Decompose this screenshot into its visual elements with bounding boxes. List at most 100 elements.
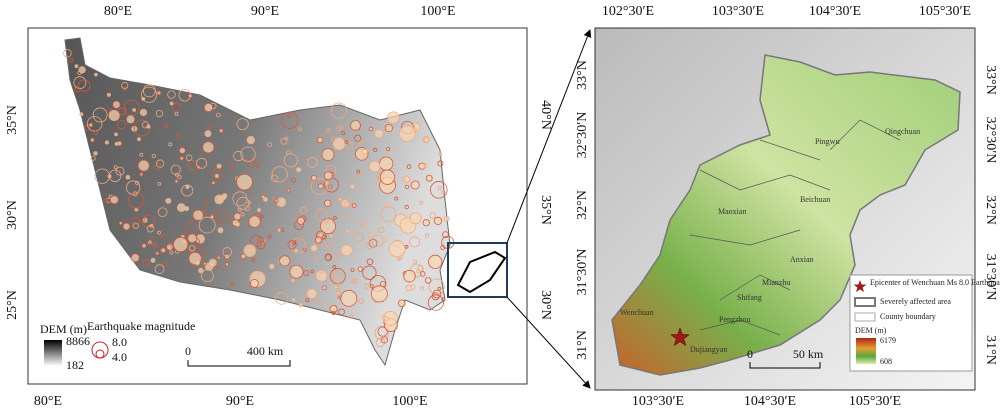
dem-min: 182: [66, 358, 84, 372]
place: Pengzhou: [719, 315, 751, 324]
earthquake: [249, 279, 259, 288]
earthquake: [106, 92, 111, 97]
earthquake: [375, 337, 386, 348]
earthquake: [92, 107, 108, 123]
earthquake: [375, 175, 380, 180]
earthquake: [368, 160, 381, 173]
affected-area: [611, 54, 961, 376]
earthquake: [104, 140, 109, 145]
earthquake: [384, 123, 393, 133]
lat-label: 31°30′N: [983, 254, 998, 301]
earthquake: [373, 147, 378, 152]
earthquake: [331, 310, 336, 315]
earthquake: [114, 132, 118, 137]
earthquake: [433, 216, 443, 225]
earthquake: [299, 206, 307, 214]
lon-label: 105°30′E: [919, 4, 971, 19]
earthquake: [322, 285, 327, 291]
earthquake: [263, 196, 268, 202]
earthquake: [122, 86, 127, 91]
earthquakes: [63, 49, 455, 348]
arrow: [506, 296, 591, 389]
earthquake: [185, 154, 193, 162]
lat-label: 31°N: [983, 335, 998, 365]
earthquake: [174, 172, 179, 177]
earthquake: [315, 298, 322, 304]
earthquake: [215, 112, 221, 118]
earthquake: [141, 86, 158, 103]
quake-title: Earthquake magnitude: [87, 319, 195, 333]
lat-label: 32°N: [575, 190, 590, 220]
earthquake: [157, 181, 162, 186]
earthquake: [294, 248, 298, 253]
earthquake: [368, 126, 374, 132]
earthquake: [93, 131, 98, 135]
earthquake: [290, 238, 307, 254]
earthquake: [78, 66, 86, 74]
earthquake: [179, 156, 184, 161]
earthquake: [157, 207, 168, 218]
earthquake: [441, 297, 446, 302]
earthquake: [404, 244, 409, 249]
earthquake: [221, 193, 228, 199]
lat-left: 33°N 32°30′N 32°N 31°30′N 31°N: [575, 60, 590, 360]
lat-label: 31°N: [575, 330, 590, 360]
earthquake: [256, 163, 261, 168]
dem-bar: [44, 340, 62, 366]
earthquake: [323, 171, 333, 181]
earthquake: [306, 288, 318, 299]
earthquake: [233, 212, 242, 221]
earthquake: [173, 236, 189, 252]
earthquake: [68, 57, 74, 63]
scale-bar: [187, 360, 291, 367]
earthquake: [364, 283, 370, 289]
earthquake: [332, 137, 346, 151]
earthquake: [196, 157, 208, 169]
lon-label: 103°30′E: [632, 394, 684, 409]
earthquake: [188, 93, 193, 99]
dem-title: DEM (m): [40, 322, 87, 336]
earthquake: [198, 216, 216, 234]
legend-swatch: [854, 297, 876, 307]
earthquake: [93, 72, 98, 77]
earthquake: [424, 233, 430, 238]
place: Mianzhu: [762, 278, 790, 287]
earthquake: [169, 101, 174, 106]
earthquake: [397, 299, 406, 308]
arrow: [506, 29, 592, 244]
inset-box: [447, 242, 508, 298]
earthquake: [90, 137, 95, 143]
earthquake: [132, 108, 137, 112]
earthquake: [341, 131, 346, 136]
earthquake: [319, 269, 324, 274]
earthquake: [169, 250, 174, 255]
earthquake: [235, 222, 240, 227]
earthquake: [275, 292, 288, 305]
earthquake: [289, 264, 304, 279]
earthquake: [443, 215, 450, 222]
earthquake: [259, 214, 264, 219]
earthquake: [86, 116, 103, 132]
earthquake: [216, 255, 221, 260]
lat-label: 35°N: [538, 195, 553, 225]
earthquake: [354, 134, 362, 142]
earthquake: [396, 257, 401, 261]
earthquake: [379, 156, 394, 171]
earthquake: [267, 142, 273, 148]
lat-label: 35°N: [5, 105, 20, 135]
earthquake: [403, 269, 416, 283]
earthquake: [410, 180, 420, 190]
earthquake: [344, 140, 349, 144]
earthquake: [114, 141, 119, 146]
earthquake: [287, 114, 291, 118]
earthquake: [181, 184, 194, 197]
earthquake: [276, 197, 287, 208]
earthquake: [279, 255, 291, 267]
earthquake: [437, 286, 442, 291]
earthquake: [315, 236, 323, 244]
place: Maoxian: [718, 207, 746, 216]
earthquake: [318, 183, 324, 189]
earthquake: [399, 125, 416, 142]
earthquake: [251, 258, 256, 263]
